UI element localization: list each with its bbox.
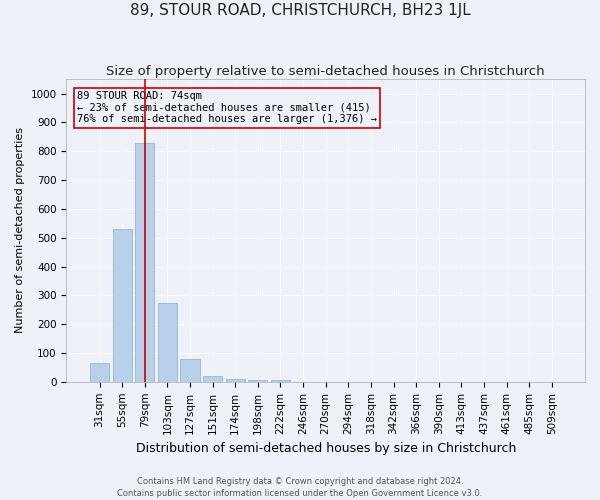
Bar — [113, 229, 132, 382]
Bar — [135, 142, 154, 382]
Bar — [203, 376, 222, 382]
Bar — [90, 363, 109, 382]
Text: 89 STOUR ROAD: 74sqm
← 23% of semi-detached houses are smaller (415)
76% of semi: 89 STOUR ROAD: 74sqm ← 23% of semi-detac… — [77, 92, 377, 124]
Bar — [226, 379, 245, 382]
Bar — [181, 359, 200, 382]
Text: 89, STOUR ROAD, CHRISTCHURCH, BH23 1JL: 89, STOUR ROAD, CHRISTCHURCH, BH23 1JL — [130, 2, 470, 18]
Title: Size of property relative to semi-detached houses in Christchurch: Size of property relative to semi-detach… — [106, 65, 545, 78]
Bar — [271, 380, 290, 382]
Y-axis label: Number of semi-detached properties: Number of semi-detached properties — [15, 128, 25, 334]
X-axis label: Distribution of semi-detached houses by size in Christchurch: Distribution of semi-detached houses by … — [136, 442, 516, 455]
Bar — [248, 380, 268, 382]
Bar — [158, 302, 177, 382]
Text: Contains HM Land Registry data © Crown copyright and database right 2024.
Contai: Contains HM Land Registry data © Crown c… — [118, 476, 482, 498]
